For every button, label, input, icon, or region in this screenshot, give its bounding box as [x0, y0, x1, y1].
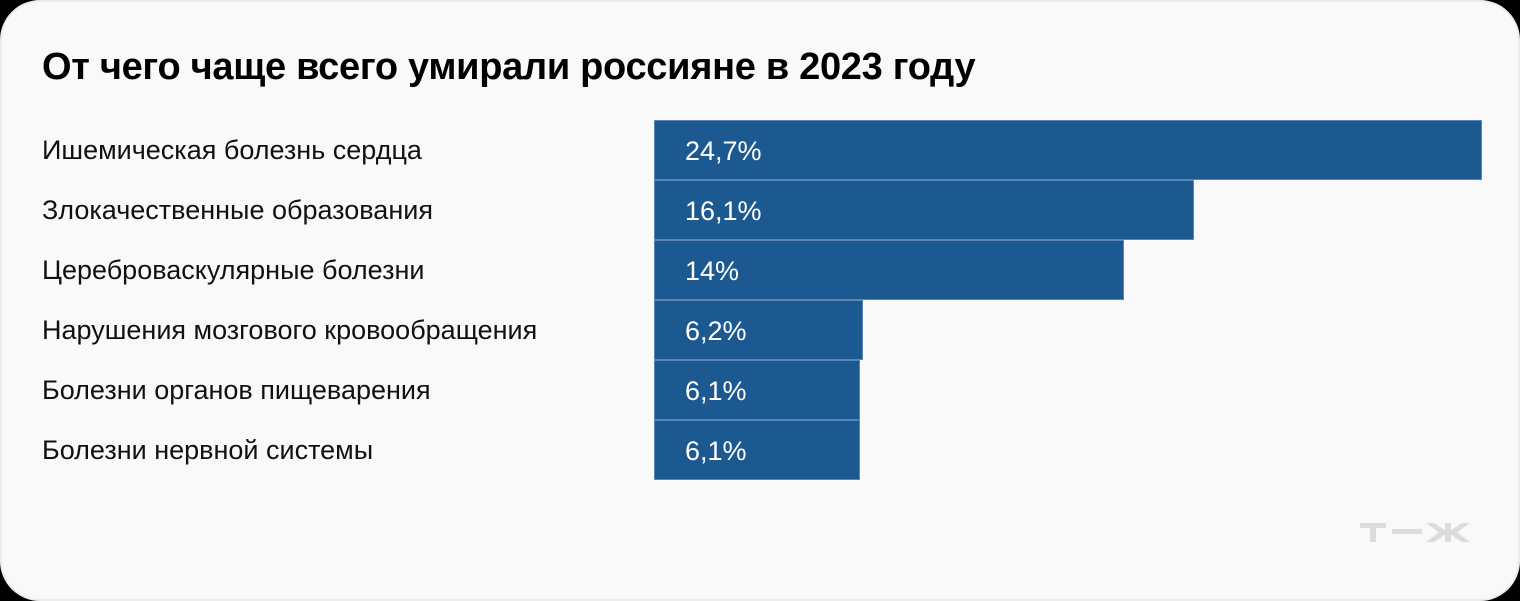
category-label: Цереброваскулярные болезни: [42, 255, 425, 285]
bar-row: Болезни нервной системы 6,1%: [2, 420, 1518, 480]
bar-value-label: 14%: [685, 256, 740, 286]
category-label: Нарушения мозгового кровообращения: [42, 315, 538, 345]
bar-row: Злокачественные образования 16,1%: [2, 180, 1518, 240]
bar-row: Болезни органов пищеварения 6,1%: [2, 360, 1518, 420]
category-label: Болезни нервной системы: [42, 435, 374, 465]
bar-value-label: 6,1%: [685, 436, 747, 466]
tzh-logo-icon: [1360, 523, 1470, 542]
bar-value-label: 6,1%: [685, 376, 747, 406]
bar: 6,1%: [654, 360, 860, 420]
chart-title: От чего чаще всего умирали россияне в 20…: [42, 46, 976, 88]
bar-value-label: 6,2%: [685, 316, 747, 346]
category-label: Злокачественные образования: [42, 195, 433, 225]
bar-row: Нарушения мозгового кровообращения 6,2%: [2, 300, 1518, 360]
bar: 6,1%: [654, 420, 860, 480]
bar-value-label: 16,1%: [685, 196, 762, 226]
bar-row: Цереброваскулярные болезни 14%: [2, 240, 1518, 300]
bar-value-label: 24,7%: [685, 136, 762, 166]
bar: 6,2%: [654, 300, 863, 360]
category-label: Ишемическая болезнь сердца: [42, 135, 422, 165]
bar: 24,7%: [654, 120, 1482, 180]
bar-row: Ишемическая болезнь сердца 24,7%: [2, 120, 1518, 180]
bar: 16,1%: [654, 180, 1194, 240]
bar: 14%: [654, 240, 1124, 300]
category-label: Болезни органов пищеварения: [42, 375, 431, 405]
